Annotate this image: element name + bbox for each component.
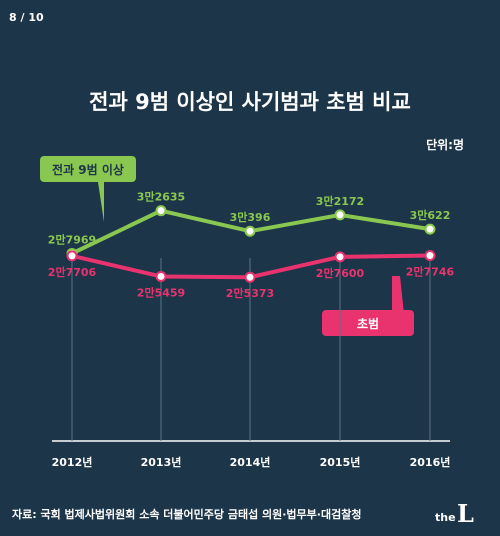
footer-source: 자료: 국회 법제사법위원회 소속 더불어민주당 금태섭 의원·법무부·대검찰청 bbox=[12, 508, 362, 521]
series-2-point-4 bbox=[424, 249, 436, 261]
series-1-callout: 전과 9범 이상 bbox=[40, 156, 136, 222]
series-1-point-3 bbox=[334, 209, 346, 221]
x-tick-label-2: 2014년 bbox=[230, 455, 271, 469]
chart-title: 전과 9범 이상인 사기범과 초범 비교 bbox=[89, 90, 411, 114]
series-1-legend-label: 전과 9범 이상 bbox=[52, 162, 124, 177]
x-tick-label-3: 2015년 bbox=[320, 455, 361, 469]
series-2-legend-label: 초범 bbox=[357, 316, 379, 331]
series-2-point-2 bbox=[244, 271, 256, 283]
svg-text:L: L bbox=[457, 499, 474, 525]
series-1-point-4 bbox=[424, 223, 436, 235]
marks-layer: 2012년 2013년 2014년 2015년 2016년 2만7969 3만2635 3만3… bbox=[48, 190, 455, 469]
series-1-point-1 bbox=[155, 205, 167, 217]
series-2-data-label-1: 2만5459 bbox=[137, 285, 185, 299]
series-2-point-1 bbox=[155, 270, 167, 282]
series-2-data-label-4: 2만7746 bbox=[406, 264, 455, 278]
series-2-data-label-3: 2만7600 bbox=[316, 266, 365, 280]
series-2-point-3 bbox=[334, 251, 346, 263]
svg-text:the: the bbox=[435, 511, 456, 524]
series-1-point-2 bbox=[244, 225, 256, 237]
series-1-data-label-1: 3만2635 bbox=[137, 190, 185, 204]
series-1-data-label-0: 2만7969 bbox=[48, 232, 96, 246]
series-2-data-label-0: 2만7706 bbox=[48, 265, 97, 279]
x-tick-label-0: 2012년 bbox=[52, 455, 93, 469]
brand-logo: the L bbox=[435, 499, 474, 525]
unit-label: 단위:명 bbox=[426, 138, 464, 152]
series-2-point-0 bbox=[66, 250, 78, 262]
x-tick-label-1: 2013년 bbox=[141, 455, 182, 469]
series-1-data-label-2: 3만396 bbox=[230, 210, 271, 224]
series-1-data-label-3: 3만2172 bbox=[316, 194, 364, 208]
series-2-data-label-2: 2만5373 bbox=[226, 286, 274, 300]
x-tick-label-4: 2016년 bbox=[410, 455, 451, 469]
page-counter: 8 / 10 bbox=[9, 11, 44, 24]
series-1-data-label-4: 3만622 bbox=[410, 208, 451, 222]
series-2-callout: 초범 bbox=[322, 276, 414, 336]
